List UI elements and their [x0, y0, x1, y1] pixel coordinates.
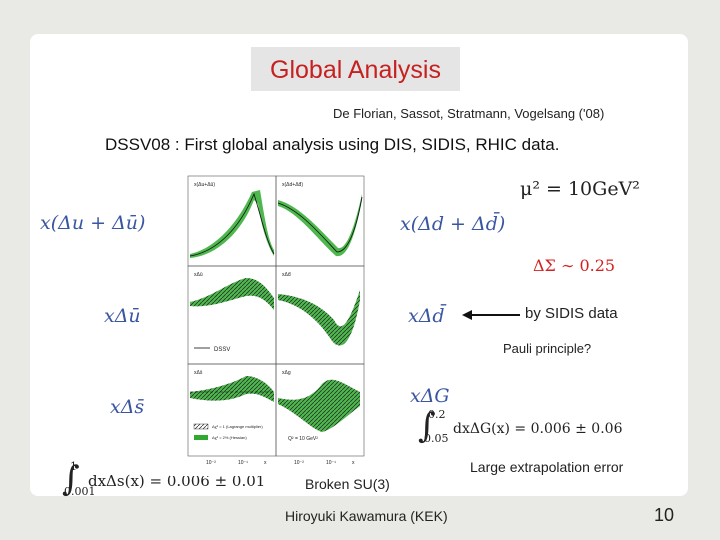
panel-label-5: xΔs̄ — [194, 370, 203, 376]
authors-citation: De Florian, Sassot, Stratmann, Vogelsang… — [333, 106, 605, 121]
curve-u — [189, 192, 275, 257]
footer-author: Hiroyuki Kawamura (KEK) — [285, 508, 448, 524]
panel-label-1: x(Δu+Δū) — [194, 182, 215, 188]
legend-dssv-text: DSSV — [214, 347, 230, 353]
panel-frame-6 — [275, 363, 365, 457]
hatch-ubar — [190, 278, 274, 310]
pauli-note: Pauli principle? — [503, 341, 592, 356]
pdf-figure: DSSV Δχ² = 1 (Lagrange multiplier) Δχ² =… — [170, 170, 390, 476]
label-xdbar: xΔd̄ — [408, 305, 445, 327]
legend-lagrange-text: Δχ² = 1 (Lagrange multiplier) — [212, 424, 263, 429]
s-integral-text: dxΔs(x) = 0.006 ± 0.01 — [88, 472, 266, 490]
legend-hessian-text: Δχ² = 2% (Hessian) — [212, 435, 247, 440]
hatch-g — [278, 379, 360, 432]
sidis-note: by SIDIS data — [525, 305, 618, 322]
panel-label-6: xΔg — [282, 370, 291, 376]
s-lower-limit: 0.001 — [64, 485, 96, 498]
slide-title: Global Analysis — [270, 56, 441, 84]
q2-label: Q² = 10 GeV² — [288, 436, 318, 442]
s-upper-limit: 1 — [70, 460, 77, 473]
title-box — [251, 47, 460, 91]
x-tick-6: x — [352, 460, 355, 466]
x-tick-1: 10⁻² — [206, 460, 216, 466]
legend-hatch-swatch — [193, 423, 209, 430]
headline: DSSV08 : First global analysis using DIS… — [105, 135, 560, 154]
label-xu: x(Δu + Δū) — [40, 212, 146, 234]
label-xubar: xΔū — [104, 305, 141, 327]
page-number: 10 — [654, 505, 675, 525]
integral-sign-g: ∫ — [418, 406, 436, 446]
panel-label-4: xΔd̄ — [282, 272, 291, 278]
x-tick-4: 10⁻² — [294, 460, 304, 466]
curve-d — [277, 196, 363, 253]
mu2-label: μ² = 10GeV² — [520, 178, 640, 200]
label-xg: xΔG — [410, 385, 450, 407]
integral-sign-s: ∫ — [62, 459, 80, 499]
hatch-dbar — [278, 290, 360, 346]
sigma-label: ΔΣ ∼ 0.25 — [533, 256, 616, 275]
panel-label-3: xΔū — [194, 272, 203, 278]
label-xs: xΔs̄ — [110, 396, 145, 418]
arrow-left-icon — [462, 310, 520, 320]
legend-green-swatch — [194, 435, 208, 440]
panel-label-2: x(Δd+Δd̄) — [282, 182, 303, 188]
g-upper-limit: 0.2 — [428, 408, 446, 421]
su3-note: Broken SU(3) — [305, 476, 390, 492]
hatch-s — [190, 376, 274, 402]
x-tick-2: 10⁻¹ — [238, 460, 248, 466]
x-tick-5: 10⁻¹ — [326, 460, 336, 466]
x-tick-3: x — [264, 460, 267, 466]
label-xd: x(Δd + Δd̄) — [400, 213, 506, 235]
g-lower-limit: 0.05 — [424, 432, 449, 445]
g-integral-text: dxΔG(x) = 0.006 ± 0.06 — [453, 421, 623, 437]
extrapolation-note: Large extrapolation error — [470, 459, 624, 475]
